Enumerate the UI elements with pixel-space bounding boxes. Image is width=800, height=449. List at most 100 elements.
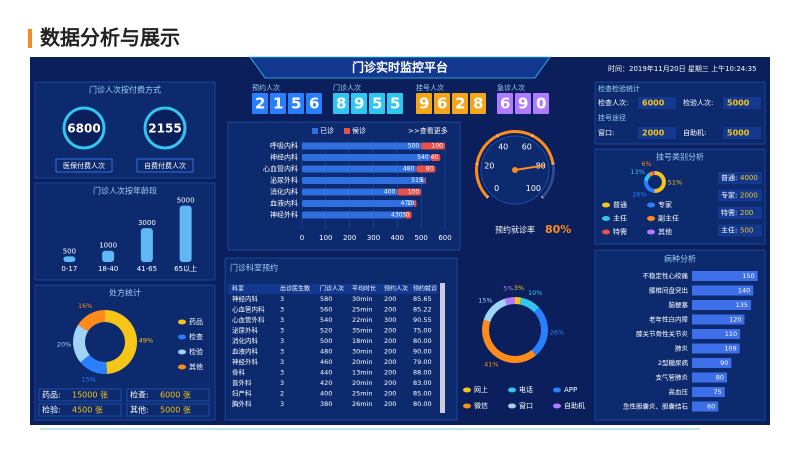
cell	[126, 388, 210, 402]
link[interactable]: >>查看更多	[408, 126, 448, 135]
value-label: 500	[408, 143, 420, 150]
y-tick-label: 呼吸内科	[270, 141, 298, 150]
pie-slice	[515, 297, 522, 305]
cell	[38, 403, 122, 417]
legend-label: 检查	[189, 332, 203, 341]
panel	[34, 81, 216, 179]
info-label: 检查人次:	[598, 98, 628, 107]
table-cell: 88.00	[413, 369, 432, 377]
payment-label: 自费付费人次	[144, 161, 186, 170]
bar	[140, 228, 153, 262]
info-value: 2000	[642, 129, 665, 138]
column-header: 平均时长	[352, 285, 376, 293]
digit-box	[288, 93, 304, 114]
panel-title: 检查检验统计	[598, 84, 640, 93]
table-cell: 3	[280, 369, 284, 377]
table-cell: 26min	[352, 400, 373, 408]
table-cell: 胸外科	[232, 399, 252, 408]
slice-label: 20%	[57, 341, 71, 349]
digit-box	[369, 93, 385, 114]
slice-label: 16%	[78, 302, 92, 310]
value-label: 40	[431, 154, 439, 161]
legend-label: APP	[564, 386, 577, 394]
value-label: 100	[408, 189, 420, 196]
slice-label: 3%	[514, 284, 524, 292]
table-label: 普通:	[721, 173, 737, 182]
table-cell: 骨科	[232, 368, 246, 377]
slice-label: 51%	[668, 179, 682, 187]
bar	[692, 358, 732, 368]
header-banner	[249, 56, 551, 79]
bar	[302, 188, 398, 196]
digit-box	[270, 93, 286, 114]
slice-label: 26%	[550, 329, 564, 337]
table-value: 15000 张	[72, 391, 108, 400]
pie-slice	[531, 307, 549, 356]
ring	[143, 106, 187, 150]
bar	[63, 256, 76, 262]
bar	[179, 205, 192, 262]
table-cell: 300	[384, 316, 396, 324]
value-label: 430	[391, 212, 403, 219]
table-cell: 83.00	[413, 379, 432, 387]
value-label: 100	[432, 143, 444, 150]
legend-label: 网上	[474, 385, 488, 394]
y-tick-label: 心血管内科	[263, 164, 298, 173]
legend-label: 主任	[613, 214, 627, 223]
panel-title: 挂号类别分析	[656, 152, 704, 162]
table-cell: 200	[384, 337, 396, 345]
dashboard-title: 门诊实时监控平台	[352, 60, 448, 75]
table-label: 特需:	[721, 208, 737, 217]
bar	[416, 165, 436, 173]
value-label: 120	[729, 316, 741, 324]
slice-label: 15%	[81, 376, 95, 384]
table-cell: 13min	[352, 369, 373, 377]
pie-slice	[80, 354, 108, 375]
table-cell: 普外科	[232, 378, 252, 387]
y-tick-label: 神经内科	[270, 153, 298, 162]
table-cell: 消化内科	[232, 336, 259, 345]
legend-icon	[178, 319, 186, 325]
bar	[692, 285, 754, 296]
legend-swatch	[344, 128, 350, 134]
table-label: 药品:	[42, 390, 61, 400]
table-cell: 神经内科	[232, 294, 259, 303]
table-value: 500	[740, 227, 753, 235]
info-value: 5000	[727, 99, 750, 108]
y-tick-label: 不稳定性心绞痛	[643, 271, 689, 280]
bar	[397, 188, 422, 196]
value-label: 500	[63, 247, 76, 255]
table-cell: 22min	[352, 316, 373, 324]
value-label: 1000	[99, 242, 117, 250]
table-cell: 90.55	[413, 316, 432, 324]
scrollbar[interactable]	[440, 283, 445, 413]
gauge-tick-label: 20	[484, 161, 494, 170]
x-tick-label: 41-65	[137, 265, 157, 273]
bar	[430, 154, 441, 161]
table-cell: 3	[280, 316, 284, 324]
digit-box	[416, 93, 432, 114]
table-cell: 3	[280, 379, 284, 387]
value-box	[638, 97, 676, 109]
value-label: 470	[401, 200, 413, 207]
legend-label: 已诊	[320, 126, 334, 135]
table-cell: 85.00	[413, 390, 432, 398]
info-value: 6000	[642, 99, 665, 108]
legend-label: 副主任	[658, 214, 679, 223]
gauge-needle	[514, 164, 545, 171]
table-label: 检验:	[42, 405, 61, 415]
legend-icon	[463, 403, 471, 409]
bar	[692, 329, 741, 339]
table-cell: 85.22	[413, 306, 432, 314]
value-label: 150	[742, 272, 754, 280]
y-tick-label: 肺炎	[675, 345, 689, 353]
table-cell: 25min	[352, 306, 373, 314]
legend-label: 特需	[613, 227, 627, 236]
value-label: 135	[736, 301, 748, 309]
slice-label: 5%	[503, 285, 513, 293]
column-header: 预约就诊	[413, 285, 437, 293]
pie-slice	[105, 309, 138, 374]
bar	[692, 372, 727, 383]
value-box	[723, 127, 761, 139]
